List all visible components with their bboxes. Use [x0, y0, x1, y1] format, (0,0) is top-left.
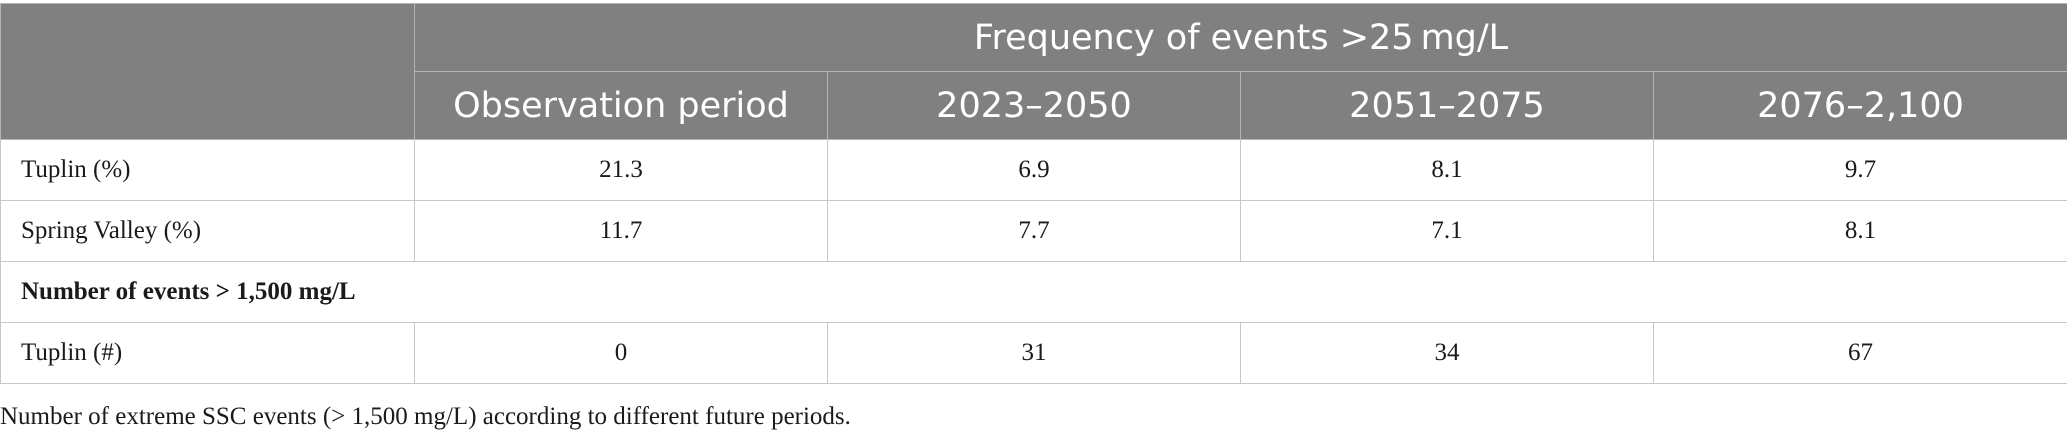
corner-header-cell [0, 3, 415, 140]
events-table: Frequency of events >25 mg/L Observation… [0, 3, 2067, 384]
table-row: Tuplin (%) 21.3 6.9 8.1 9.7 [0, 139, 2067, 201]
table-cell: 9.7 [1652, 139, 2067, 201]
table-cell: 8.1 [1652, 200, 2067, 262]
table-cell: 7.7 [827, 200, 1241, 262]
column-header-observation: Observation period [414, 71, 828, 140]
row-label: Tuplin (#) [0, 322, 415, 384]
table-cell: 6.9 [827, 139, 1241, 201]
table-cell: 0 [414, 322, 828, 384]
header-row-group: Frequency of events >25 mg/L [0, 3, 2067, 140]
column-header-2076-2100: 2076–2,100 [1652, 71, 2067, 140]
table-cell: 7.1 [1240, 200, 1654, 262]
table-row: Spring Valley (%) 11.7 7.7 7.1 8.1 [0, 200, 2067, 262]
column-header-2051-2075: 2051–2075 [1240, 71, 1654, 140]
table-cell: 8.1 [1240, 139, 1654, 201]
table-cell: 67 [1652, 322, 2067, 384]
header-row-columns: Observation period 2023–2050 2051–2075 2… [1, 71, 2067, 140]
table-cell: 34 [1240, 322, 1654, 384]
row-label: Spring Valley (%) [0, 200, 415, 262]
section-label: Number of events > 1,500 mg/L [0, 261, 2067, 323]
table-caption: Number of extreme SSC events (> 1,500 mg… [0, 403, 851, 430]
table-row: Tuplin (#) 0 31 34 67 [0, 322, 2067, 384]
table-cell: 31 [827, 322, 1241, 384]
table-container: Frequency of events >25 mg/L Observation… [0, 3, 2067, 384]
table-cell: 21.3 [414, 139, 828, 201]
row-label: Tuplin (%) [0, 139, 415, 201]
column-header-2023-2050: 2023–2050 [827, 71, 1241, 140]
table-cell: 11.7 [414, 200, 828, 262]
group-header: Frequency of events >25 mg/L [413, 3, 2067, 72]
section-row: Number of events > 1,500 mg/L [0, 261, 2067, 323]
